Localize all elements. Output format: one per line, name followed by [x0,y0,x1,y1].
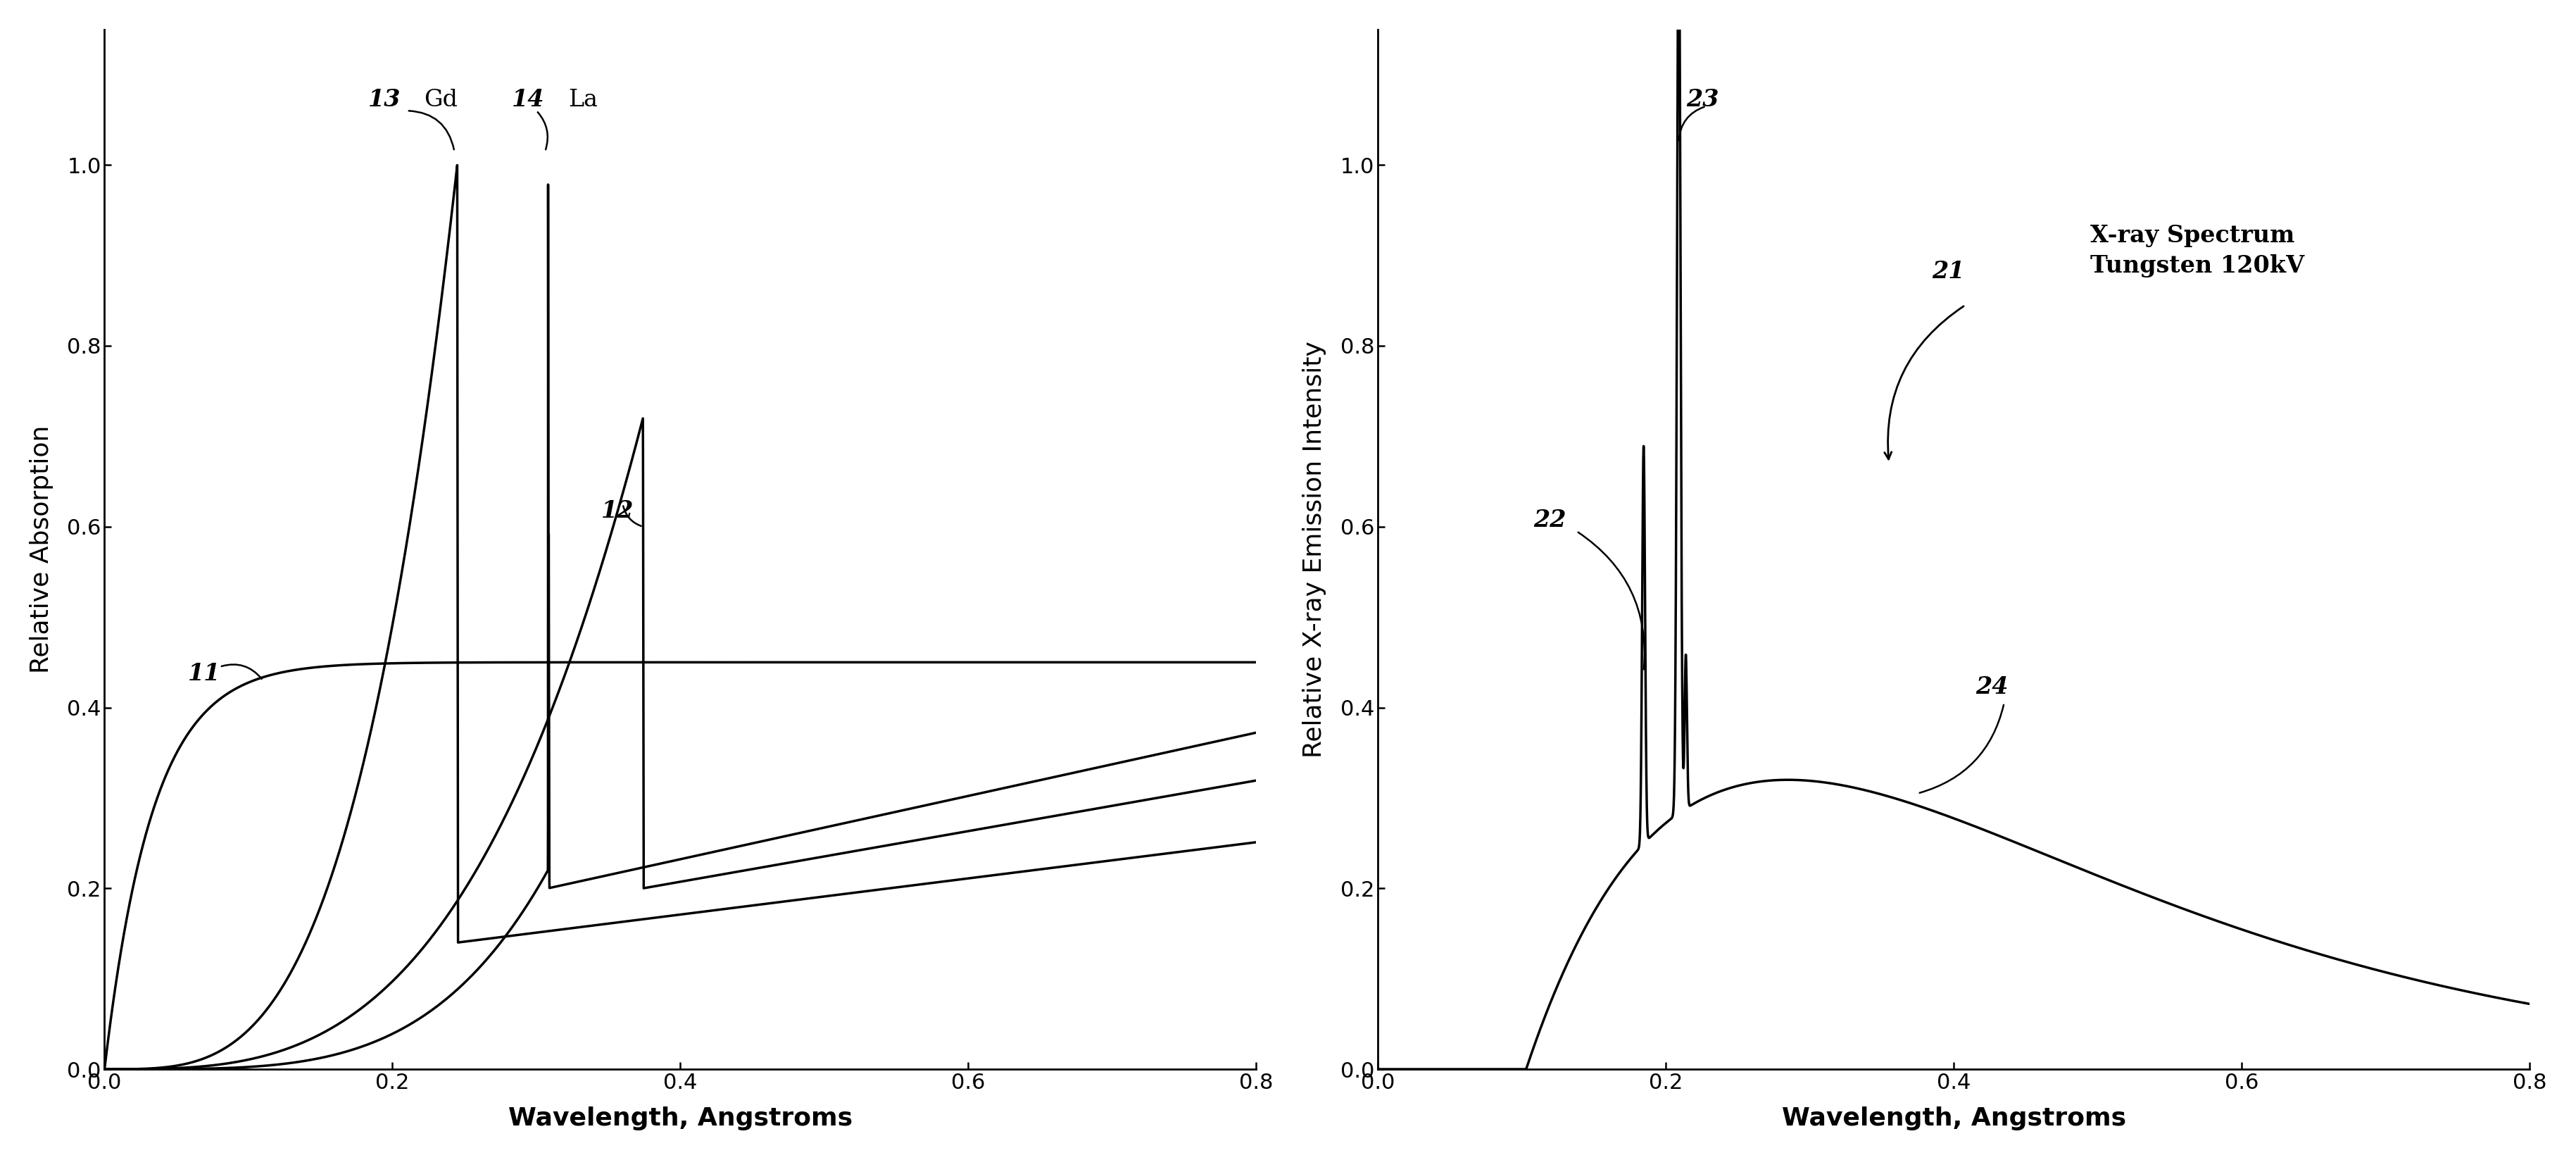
Text: 13: 13 [368,88,402,111]
X-axis label: Wavelength, Angstroms: Wavelength, Angstroms [507,1107,853,1131]
Text: 22: 22 [1533,508,1566,531]
Text: 24: 24 [1976,675,2009,698]
X-axis label: Wavelength, Angstroms: Wavelength, Angstroms [1783,1107,2125,1131]
Text: Gd: Gd [425,88,459,111]
Text: 14: 14 [513,88,544,111]
Y-axis label: Relative Absorption: Relative Absorption [28,426,54,673]
Text: 12: 12 [600,499,634,522]
Y-axis label: Relative X-ray Emission Intensity: Relative X-ray Emission Intensity [1303,341,1327,757]
Text: 11: 11 [188,662,222,686]
Text: 23: 23 [1685,88,1718,111]
Text: X-ray Spectrum
Tungsten 120kV: X-ray Spectrum Tungsten 120kV [2092,224,2306,277]
Text: 21: 21 [1932,260,1965,283]
Text: La: La [569,88,598,111]
